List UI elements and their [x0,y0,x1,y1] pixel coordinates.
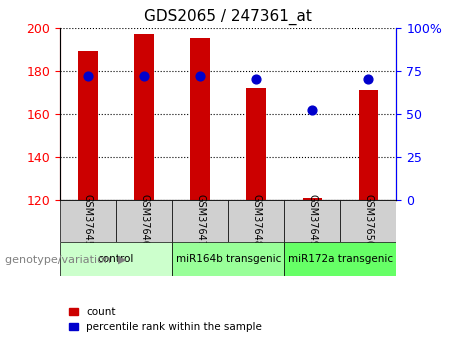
Text: GSM37646: GSM37646 [139,194,149,247]
Point [253,77,260,82]
Text: genotype/variation  ▶: genotype/variation ▶ [5,256,126,265]
Point [84,73,92,79]
Text: GSM37648: GSM37648 [251,194,261,247]
FancyBboxPatch shape [228,200,284,242]
Legend: count, percentile rank within the sample: count, percentile rank within the sample [65,303,266,336]
Point [365,77,372,82]
Point [309,108,316,113]
FancyBboxPatch shape [172,200,228,242]
Point [196,73,204,79]
Text: miR164b transgenic: miR164b transgenic [176,254,281,264]
Bar [359,90,378,200]
Bar [190,38,210,200]
Text: GSM37650: GSM37650 [363,194,373,247]
Text: control: control [98,254,134,264]
FancyBboxPatch shape [284,200,340,242]
Point [140,73,148,79]
FancyBboxPatch shape [172,241,284,276]
FancyBboxPatch shape [284,241,396,276]
FancyBboxPatch shape [60,200,116,242]
Bar [134,34,154,200]
FancyBboxPatch shape [116,200,172,242]
Text: GSM37645: GSM37645 [83,194,93,247]
FancyBboxPatch shape [60,241,172,276]
Bar [247,88,266,200]
Title: GDS2065 / 247361_at: GDS2065 / 247361_at [144,9,312,25]
Bar [302,198,322,200]
Text: miR172a transgenic: miR172a transgenic [288,254,393,264]
Text: GSM37647: GSM37647 [195,194,205,247]
FancyBboxPatch shape [340,200,396,242]
Text: GSM37649: GSM37649 [307,194,317,247]
Bar [78,51,98,200]
